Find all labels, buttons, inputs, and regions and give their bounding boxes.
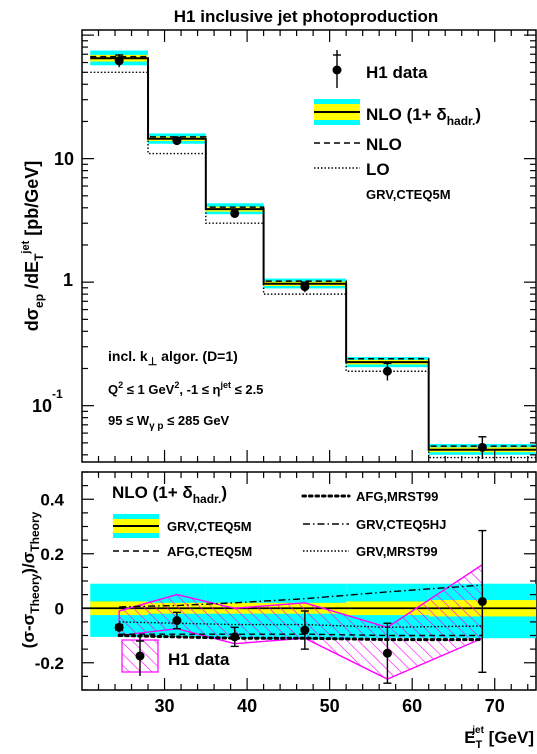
legend-grv-cteq5hj: GRV,CTEQ5HJ (356, 517, 446, 532)
upper-plot-frame (81, 29, 537, 463)
lower-y-tick-label: -0.2 (35, 654, 64, 673)
legend-afg-cteq5m: AFG,CTEQ5M (167, 544, 252, 559)
upper-h1-data (114, 54, 487, 460)
lower-y-tick-label: 0.4 (40, 490, 64, 509)
y-tick-label-minus1-exp: -1 (52, 387, 63, 401)
x-axis-label: ETjet [GeV] (464, 725, 534, 751)
ratio-point-2 (230, 632, 240, 642)
lower-y-tick-label: 0.2 (40, 545, 64, 564)
legend-pdf-note: GRV,CTEQ5M (366, 187, 451, 202)
h1-point-2 (230, 208, 240, 218)
lo-step-line (90, 71, 536, 459)
y-tick-label-10: 10 (54, 149, 74, 169)
h1-point-3 (300, 282, 310, 292)
legend-grv-mrst99: GRV,MRST99 (356, 544, 438, 559)
lower-pdf-lines (117, 584, 484, 642)
h1-point-5 (477, 442, 487, 452)
grv-cteq5hj-line (119, 584, 483, 608)
upper-y-axis-label: dσep /dETjet [pb/GeV] (20, 161, 46, 332)
grv-mrst99-line (119, 621, 483, 629)
chart-title: H1 inclusive jet photoproduction (174, 7, 438, 26)
nlo-had-step-line (90, 57, 536, 451)
upper-theory-lines (90, 55, 536, 459)
y-tick-label-10-base: 10 (32, 396, 52, 416)
x-tick-label: 60 (402, 696, 422, 716)
legend-h1-data: H1 data (366, 63, 428, 82)
lower-y-tick-label: 0 (55, 599, 64, 618)
legend-lo: LO (366, 160, 390, 179)
ratio-point-4 (382, 648, 392, 658)
lower-legend: NLO (1+ δhadr.) GRV,CTEQ5M AFG,CTEQ5M AF… (112, 483, 446, 676)
upper-axes (82, 30, 536, 462)
h1-point-0 (114, 56, 124, 66)
x-tick-label: 30 (155, 696, 175, 716)
afg-mrst99-line (117, 634, 484, 642)
ratio-point-3 (300, 625, 310, 635)
x-tick-label: 70 (485, 696, 505, 716)
annotation-cuts: Q2 ≤ 1 GeV2, -1 ≤ ηjet ≤ 2.5 (108, 380, 263, 397)
lower-y-axis-label: (σ-σTheory)/σTheory (19, 511, 42, 648)
x-tick-label: 50 (320, 696, 340, 716)
x-tick-label: 40 (237, 696, 257, 716)
legend-nlo: NLO (366, 135, 402, 154)
ratio-point-1 (172, 616, 182, 626)
upper-legend: H1 data NLO (1+ δhadr.) NLO LO GRV,CTEQ5… (314, 50, 481, 202)
legend-h1-data-ratio: H1 data (168, 650, 230, 669)
legend-header-nlo-had: NLO (1+ δhadr.) (112, 483, 227, 506)
annotation-algorithm: incl. k⊥ algor. (D=1) (108, 348, 238, 368)
h1-point-1 (172, 136, 182, 146)
h1-point-4 (382, 366, 392, 376)
legend-afg-mrst99: AFG,MRST99 (356, 489, 438, 504)
ratio-point-0 (114, 622, 124, 632)
y-tick-label-1: 1 (63, 270, 73, 290)
lower-h1-data (114, 529, 487, 684)
annotation-w-range: 95 ≤ Wγ p ≤ 285 GeV (108, 413, 230, 432)
afg-cteq5m-line (119, 633, 483, 637)
legend-nlo-had: NLO (1+ δhadr.) (366, 105, 481, 128)
legend-grv-cteq5m: GRV,CTEQ5M (167, 519, 252, 534)
lower-axes: -0.2 0 0.2 0.4 30 40 50 60 70 (35, 471, 536, 716)
upper-annotations: incl. k⊥ algor. (D=1) Q2 ≤ 1 GeV2, -1 ≤ … (108, 348, 263, 432)
ratio-point-5 (477, 596, 487, 606)
